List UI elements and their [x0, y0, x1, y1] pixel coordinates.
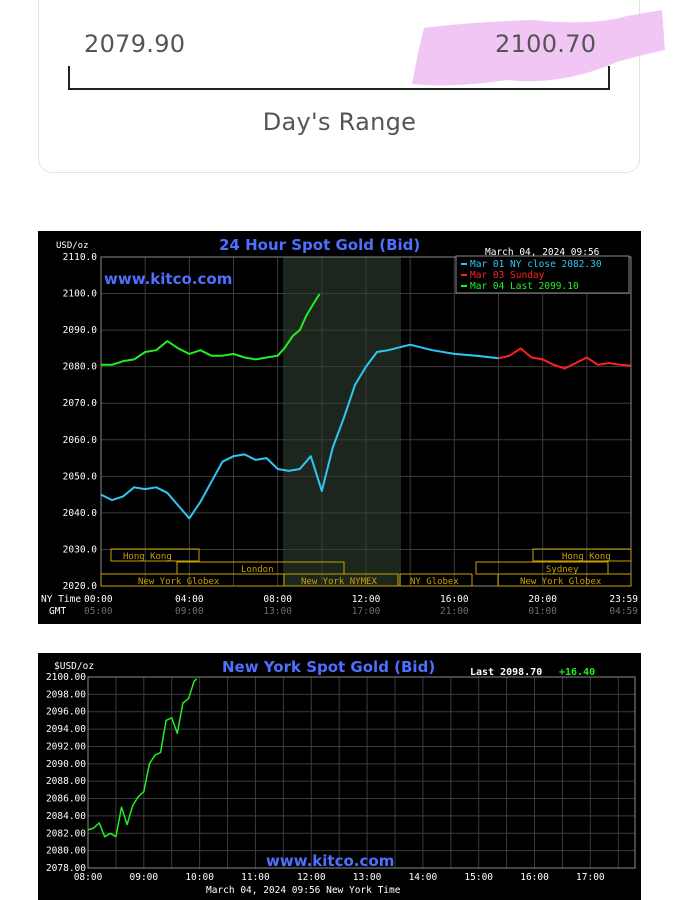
range-low-value: 2079.90	[84, 30, 186, 58]
y-tick-label: 2078.00	[46, 863, 86, 874]
y-tick-label: 2086.00	[46, 794, 86, 805]
y-tick-label: 2100.0	[63, 289, 98, 300]
y-tick-label: 2050.0	[63, 471, 98, 482]
x-tick-label: 08:00	[74, 872, 103, 883]
unit-label: $USD/oz	[54, 661, 94, 672]
x-tick-label-gmt: 05:00	[84, 606, 113, 617]
y-tick-label: 2060.0	[63, 435, 98, 446]
x-tick-label-gmt: 09:00	[175, 606, 204, 617]
x-tick-label-gmt: 17:00	[352, 606, 381, 617]
range-label: Day's Range	[262, 108, 417, 136]
x-tick-label-ny: 08:00	[263, 594, 292, 605]
watermark: www.kitco.com	[266, 852, 394, 870]
x-tick-label-gmt: 13:00	[263, 606, 292, 617]
series-line-1	[100, 343, 499, 520]
highlight-mark	[412, 10, 665, 86]
plot-border	[87, 676, 636, 869]
y-tick-label: 2020.0	[63, 581, 98, 592]
legend-swatch-red	[461, 274, 467, 276]
session-sydney: Sydney	[546, 565, 579, 575]
session-box-hong-kong-pm	[532, 548, 632, 562]
x-tick-label: 17:00	[576, 872, 605, 883]
x-tick-label-ny: 23:59	[609, 594, 638, 605]
x-tick-label: 10:00	[185, 872, 214, 883]
y-tick-label: 2096.00	[46, 707, 86, 718]
session-ny-nymex: New York NYMEX	[301, 577, 377, 587]
session-ny-globex: New York Globex	[138, 577, 220, 587]
x-tick-label: 15:00	[464, 872, 493, 883]
session-box-ny-globex-eve	[497, 573, 632, 587]
price-change: +16.40	[559, 667, 595, 678]
session-london: London	[241, 565, 274, 575]
x-tick-label-gmt: 21:00	[440, 606, 469, 617]
legend-box	[455, 255, 630, 294]
session-box-sydney	[475, 561, 609, 575]
x-tick-label-ny: 04:00	[175, 594, 204, 605]
x-tick-label: 14:00	[409, 872, 438, 883]
y-tick-label: 2092.00	[46, 741, 86, 752]
x-tick-label-ny: 20:00	[528, 594, 557, 605]
session-box-hong-kong	[110, 548, 200, 562]
y-tick-label: 2070.0	[63, 398, 98, 409]
last-price-label: Last 2098.70	[470, 667, 542, 678]
session-box-ny-globex-pm	[399, 573, 473, 587]
session-box-ny-nymex	[283, 573, 399, 587]
y-tick-label: 2090.00	[46, 759, 86, 770]
market-sessions: Hong Kong London New York Globex New Yor…	[100, 548, 632, 587]
y-tick-label: 2094.00	[46, 724, 86, 735]
x-tick-label: 12:00	[297, 872, 326, 883]
y-tick-label: 2080.00	[46, 846, 86, 857]
series-line-3	[101, 293, 321, 366]
unit-label: USD/oz	[56, 241, 89, 251]
chart-title: 24 Hour Spot Gold (Bid)	[219, 236, 420, 254]
y-tick-label: 2084.00	[46, 811, 86, 822]
watermark: www.kitco.com	[104, 270, 232, 288]
series-line-2	[498, 347, 631, 370]
x-row-label-ny: NY Time	[41, 594, 81, 605]
chart-ny-spot-gold: 2100.00 2098.00 2096.00 2094.00 2092.00 2090.…	[38, 653, 641, 900]
chart-title: New York Spot Gold (Bid)	[222, 658, 435, 676]
y-tick-label: 2110.0	[63, 252, 98, 263]
y-tick-label: 2030.0	[63, 544, 98, 555]
series-line-1	[87, 678, 198, 838]
chart-24h-svg: 2110.0 2100.0 2090.0 2080.0 2070.0 2060.0 2050…	[41, 236, 638, 617]
y-tick-label: 2082.00	[46, 828, 86, 839]
x-tick-label-gmt: 04:59	[609, 606, 638, 617]
y-tick-label: 2040.0	[63, 508, 98, 519]
legend-item-mar03: Mar 03 Sunday	[470, 270, 545, 281]
x-tick-label-ny: 16:00	[440, 594, 469, 605]
session-ny-globex-eve: New York Globex	[520, 577, 602, 587]
y-tick-label: 2090.0	[63, 325, 98, 336]
chart-timestamp: March 04, 2024 09:56 New York Time	[206, 885, 401, 896]
session-ny-globex-pm: NY Globex	[410, 577, 459, 587]
x-tick-label: 09:00	[130, 872, 159, 883]
chart-ny-svg: 2100.00 2098.00 2096.00 2094.00 2092.00 2090.…	[46, 658, 636, 896]
range-high-value: 2100.70	[495, 30, 597, 58]
highlight-stroke	[412, 10, 665, 86]
session-hong-kong: Hong Kong	[123, 552, 172, 562]
x-tick-label-gmt: 01:00	[528, 606, 557, 617]
x-tick-label: 11:00	[241, 872, 270, 883]
legend-swatch-green	[461, 285, 467, 287]
x-tick-label-ny: 00:00	[84, 594, 113, 605]
y-tick-label: 2098.00	[46, 689, 86, 700]
y-tick-label: 2080.0	[63, 362, 98, 373]
y-tick-label: 2100.00	[46, 672, 86, 683]
legend-item-mar04: Mar 04 Last 2099.10	[470, 281, 579, 292]
legend-swatch-blue	[461, 263, 467, 265]
legend-item-mar01: Mar 01 NY close 2082.30	[470, 259, 602, 270]
range-bracket	[68, 66, 610, 90]
x-tick-label: 16:00	[520, 872, 549, 883]
chart-24-hour-spot-gold: 2110.0 2100.0 2090.0 2080.0 2070.0 2060.0 2050…	[38, 231, 641, 624]
session-hong-kong-pm: Hong Kong	[562, 552, 611, 562]
chart-timestamp: March 04, 2024 09:56	[485, 247, 600, 258]
chart-legend: Mar 01 NY close 2082.30 Mar 03 Sunday Ma…	[455, 255, 630, 294]
y-tick-label: 2088.00	[46, 776, 86, 787]
x-tick-label: 13:00	[353, 872, 382, 883]
x-row-label-gmt: GMT	[49, 606, 66, 617]
x-tick-label-ny: 12:00	[352, 594, 381, 605]
